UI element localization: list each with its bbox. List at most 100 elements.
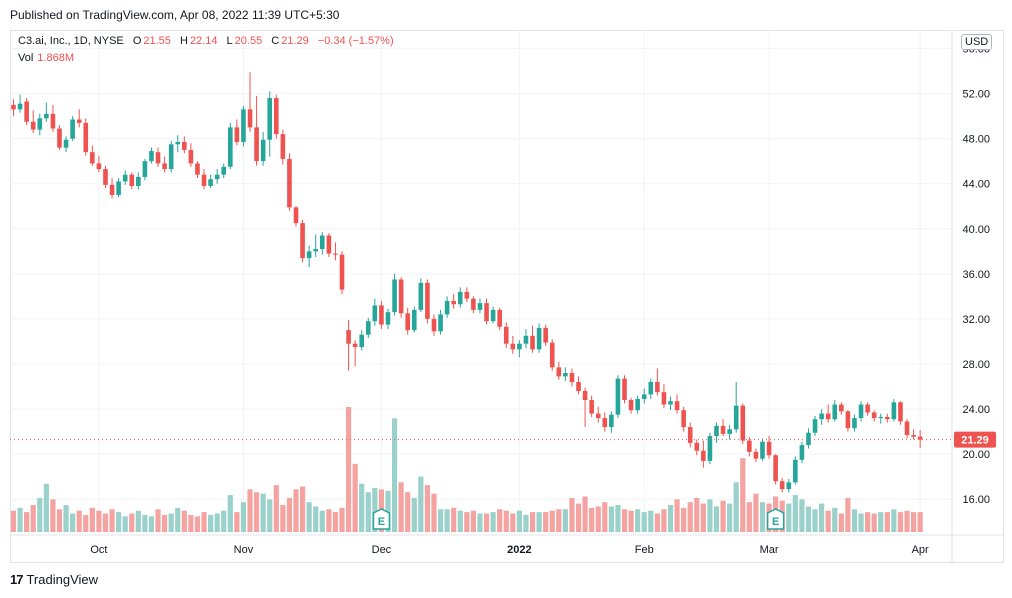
candle-body (247, 109, 253, 128)
candle-body (142, 161, 148, 177)
volume-bar (759, 502, 766, 532)
volume-bar (536, 512, 542, 532)
x-tick-label: Mar (760, 544, 779, 556)
volume-bar (122, 516, 128, 532)
volume-bar (359, 483, 365, 532)
volume-bar (720, 500, 726, 532)
volume-bar (845, 497, 851, 532)
candle-body (234, 127, 240, 143)
volume-bar (819, 503, 825, 532)
volume-bar (162, 514, 168, 532)
volume-bar (332, 512, 339, 532)
volume-bar (313, 506, 319, 532)
footer-brand[interactable]: 17 TradingView (10, 572, 98, 587)
candle-body (464, 291, 470, 299)
candle-body (852, 418, 857, 429)
candle-body (871, 412, 877, 419)
candle-body (510, 343, 516, 350)
candle-body (359, 334, 365, 348)
symbol-label[interactable]: C3.ai, Inc., 1D, NYSE (18, 35, 124, 47)
volume-bar (523, 514, 529, 532)
currency-button[interactable]: USD (961, 34, 993, 50)
volume-bar (398, 482, 404, 532)
candle-body (431, 318, 437, 332)
candle-body (188, 149, 194, 164)
candle-body (116, 181, 121, 195)
candle-body (129, 174, 135, 186)
volume-bar (116, 512, 122, 532)
volume-bar (483, 513, 490, 532)
volume-bar (391, 418, 398, 532)
volume-bar (871, 513, 877, 532)
published-text: Published on TradingView.com, Apr 08, 20… (10, 8, 340, 22)
candle-body (83, 122, 89, 153)
volume-bar (812, 509, 818, 532)
volume-bar (194, 516, 201, 532)
volume-bar (897, 512, 904, 532)
candle-body (773, 455, 778, 482)
volume-bar (694, 497, 700, 532)
candle-body (668, 401, 673, 405)
volume-bar (733, 482, 739, 532)
candle-body (733, 405, 739, 430)
volume-bar (437, 509, 444, 532)
candle-body (635, 398, 640, 411)
volume-bar (306, 502, 312, 532)
candle-body (471, 298, 476, 310)
candle-body (878, 416, 884, 419)
x-tick-label: Apr (912, 544, 929, 556)
candle-body (674, 401, 680, 411)
volume-bar (253, 492, 260, 532)
volume-bar (851, 509, 858, 532)
candle-body (490, 309, 496, 322)
candle-body (747, 440, 752, 452)
candle-body (444, 300, 450, 315)
volume-bar (339, 507, 345, 532)
volume-bar (595, 506, 601, 532)
volume-bar (891, 509, 897, 532)
tradingview-logo-icon: 17 (10, 572, 24, 587)
volume-bar (319, 510, 325, 532)
x-tick-label: Nov (234, 544, 254, 556)
volume-bar (589, 507, 595, 532)
candle-body (63, 139, 69, 148)
volume-bar (201, 512, 207, 532)
last-price-label: 21.29 (961, 435, 989, 447)
volume-bar (799, 499, 805, 532)
candle-body (109, 184, 115, 195)
candle-body (398, 279, 404, 314)
candle-body (503, 326, 509, 344)
volume-bar (56, 509, 63, 532)
earnings-marker-icon[interactable]: E (372, 508, 391, 530)
candle-body (727, 429, 732, 434)
candle-body (195, 163, 200, 175)
low-value: 20.55 (234, 35, 263, 47)
volume-bar (418, 476, 424, 532)
candle-body (96, 163, 102, 170)
volume-bar (746, 502, 752, 532)
candle-body (155, 152, 161, 164)
volume-bar (503, 510, 509, 532)
y-tick-label: 40.00 (962, 224, 990, 236)
volume-bar (654, 513, 660, 532)
candle-body (280, 134, 286, 159)
earnings-marker-icon[interactable]: E (766, 508, 785, 530)
x-tick-label: Oct (90, 544, 107, 556)
volume-bar (168, 513, 174, 532)
volume-bar (832, 507, 838, 532)
candle-body (372, 305, 378, 322)
volume-bar (470, 510, 476, 532)
volume-bar (681, 507, 687, 532)
candle-body (707, 436, 713, 461)
volume-bar (267, 499, 273, 532)
candle-body (819, 413, 824, 420)
candle-body (885, 416, 890, 420)
svg-text:E: E (378, 516, 385, 528)
candle-body (497, 309, 502, 327)
candle-body (898, 402, 903, 422)
volume-bar (175, 507, 181, 532)
candle-body (641, 394, 647, 399)
candle-body (543, 327, 548, 343)
volume-bar (181, 510, 187, 532)
